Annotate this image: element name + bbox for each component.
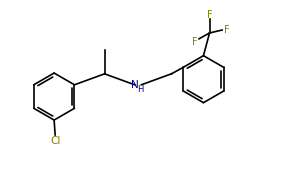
Text: F: F <box>192 37 197 46</box>
Text: H: H <box>137 85 144 94</box>
Text: Cl: Cl <box>50 136 60 146</box>
Text: N: N <box>131 80 139 90</box>
Text: F: F <box>207 10 212 20</box>
Text: F: F <box>224 25 229 35</box>
